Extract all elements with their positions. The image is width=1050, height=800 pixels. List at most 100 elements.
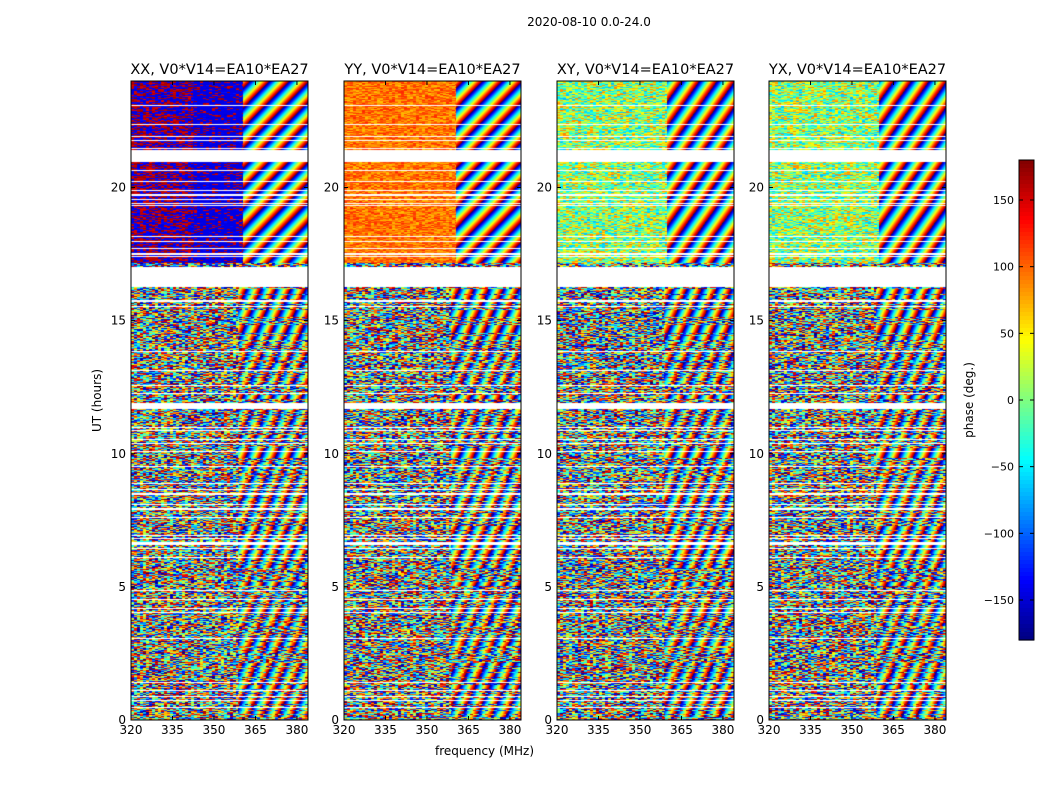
colorbar-segment — [1019, 616, 1034, 621]
colorbar-segment — [1019, 424, 1034, 429]
colorbar-label: phase (deg.) — [962, 362, 976, 438]
panel-title: XX, V0*V14=EA10*EA27 — [130, 62, 308, 78]
y-tick-label: 5 — [544, 580, 552, 594]
colorbar-segment — [1019, 512, 1034, 517]
y-tick-label: 0 — [331, 713, 339, 727]
colorbar-segment — [1019, 452, 1034, 457]
heatmap-image-xy — [557, 81, 734, 720]
colorbar-segment — [1019, 348, 1034, 353]
colorbar-segment — [1019, 404, 1034, 409]
y-tick-label: 10 — [537, 447, 552, 461]
y-tick-label: 15 — [324, 314, 339, 328]
y-axis-label: UT (hours) — [90, 369, 104, 432]
colorbar-segment — [1019, 384, 1034, 389]
colorbar-segment — [1019, 484, 1034, 489]
colorbar-segment — [1019, 176, 1034, 181]
y-tick-label: 10 — [749, 447, 764, 461]
y-tick-label: 20 — [111, 181, 126, 195]
colorbar-segment — [1019, 572, 1034, 577]
colorbar-segment — [1019, 552, 1034, 557]
colorbar-tick-label: −100 — [984, 527, 1014, 540]
colorbar-segment — [1019, 268, 1034, 273]
heatmap-image-xx — [131, 81, 308, 720]
colorbar-segment — [1019, 444, 1034, 449]
colorbar-segment — [1019, 332, 1034, 337]
colorbar-segment — [1019, 328, 1034, 333]
colorbar-segment — [1019, 204, 1034, 209]
colorbar-segment — [1019, 388, 1034, 393]
panel-title: YY, V0*V14=EA10*EA27 — [343, 62, 520, 78]
y-tick-label: 20 — [324, 181, 339, 195]
colorbar-segment — [1019, 216, 1034, 221]
panel-xy: XY, V0*V14=EA10*EA27 320 335 350 365 380 0 5 10 1… — [537, 62, 735, 737]
colorbar-segment — [1019, 488, 1034, 493]
x-tick-label: 380 — [285, 723, 308, 737]
colorbar-segment — [1019, 532, 1034, 537]
colorbar-segment — [1019, 376, 1034, 381]
colorbar-segment — [1019, 536, 1034, 541]
colorbar-segment — [1019, 500, 1034, 505]
heatmap-image-yx — [769, 81, 946, 720]
x-tick-label: 350 — [416, 723, 439, 737]
colorbar-segment — [1019, 352, 1034, 357]
panel-title: YX, V0*V14=EA10*EA27 — [768, 62, 946, 78]
x-tick-label: 350 — [841, 723, 864, 737]
colorbar-segment — [1019, 468, 1034, 473]
colorbar-segment — [1019, 292, 1034, 297]
colorbar-segment — [1019, 308, 1034, 313]
colorbar-segment — [1019, 492, 1034, 497]
colorbar-segment — [1019, 548, 1034, 553]
colorbar-segment — [1019, 620, 1034, 625]
panel-xx: XX, V0*V14=EA10*EA27 320 335 350 365 380 0 5 10 1… — [90, 62, 309, 737]
colorbar-segment — [1019, 392, 1034, 397]
y-tick-label: 5 — [331, 580, 339, 594]
colorbar-segment — [1019, 516, 1034, 521]
panel-yx: YX, V0*V14=EA10*EA27 320 335 350 365 380 0 5 10 1… — [749, 62, 947, 737]
colorbar-segment — [1019, 472, 1034, 477]
y-tick-label: 15 — [537, 314, 552, 328]
colorbar-segment — [1019, 400, 1034, 405]
colorbar-segment — [1019, 592, 1034, 597]
x-tick-label: 365 — [457, 723, 480, 737]
colorbar-segment — [1019, 380, 1034, 385]
colorbar-segment — [1019, 296, 1034, 301]
colorbar-segment — [1019, 232, 1034, 237]
x-tick-label: 380 — [923, 723, 946, 737]
colorbar-segment — [1019, 340, 1034, 345]
colorbar-segment — [1019, 240, 1034, 245]
colorbar-segment — [1019, 544, 1034, 549]
y-tick-label: 10 — [111, 447, 126, 461]
colorbar-segment — [1019, 480, 1034, 485]
colorbar-tick-label: 50 — [1000, 327, 1014, 340]
y-tick-label: 5 — [756, 580, 764, 594]
colorbar-tick-label: −150 — [984, 594, 1014, 607]
colorbar-segment — [1019, 560, 1034, 565]
colorbar-segment — [1019, 256, 1034, 261]
colorbar-segment — [1019, 244, 1034, 249]
colorbar-segment — [1019, 180, 1034, 185]
colorbar-segment — [1019, 520, 1034, 525]
colorbar-segment — [1019, 416, 1034, 421]
colorbar-segment — [1019, 540, 1034, 545]
x-tick-label: 365 — [882, 723, 905, 737]
panel-title: XY, V0*V14=EA10*EA27 — [557, 62, 734, 78]
colorbar-segment — [1019, 284, 1034, 289]
colorbar-segment — [1019, 200, 1034, 205]
colorbar-segment — [1019, 628, 1034, 633]
colorbar-segment — [1019, 604, 1034, 609]
colorbar-segment — [1019, 608, 1034, 613]
colorbar-segment — [1019, 220, 1034, 225]
colorbar-segment — [1019, 172, 1034, 177]
colorbar-segment — [1019, 192, 1034, 197]
colorbar-segment — [1019, 248, 1034, 253]
colorbar-segment — [1019, 440, 1034, 445]
colorbar-segment — [1019, 580, 1034, 585]
colorbar-segment — [1019, 164, 1034, 169]
colorbar-segment — [1019, 356, 1034, 361]
colorbar-segment — [1019, 304, 1034, 309]
colorbar-segment — [1019, 612, 1034, 617]
colorbar-tick-label: −50 — [991, 461, 1014, 474]
y-tick-label: 20 — [537, 181, 552, 195]
colorbar-segment — [1019, 624, 1034, 629]
colorbar-segment — [1019, 272, 1034, 277]
